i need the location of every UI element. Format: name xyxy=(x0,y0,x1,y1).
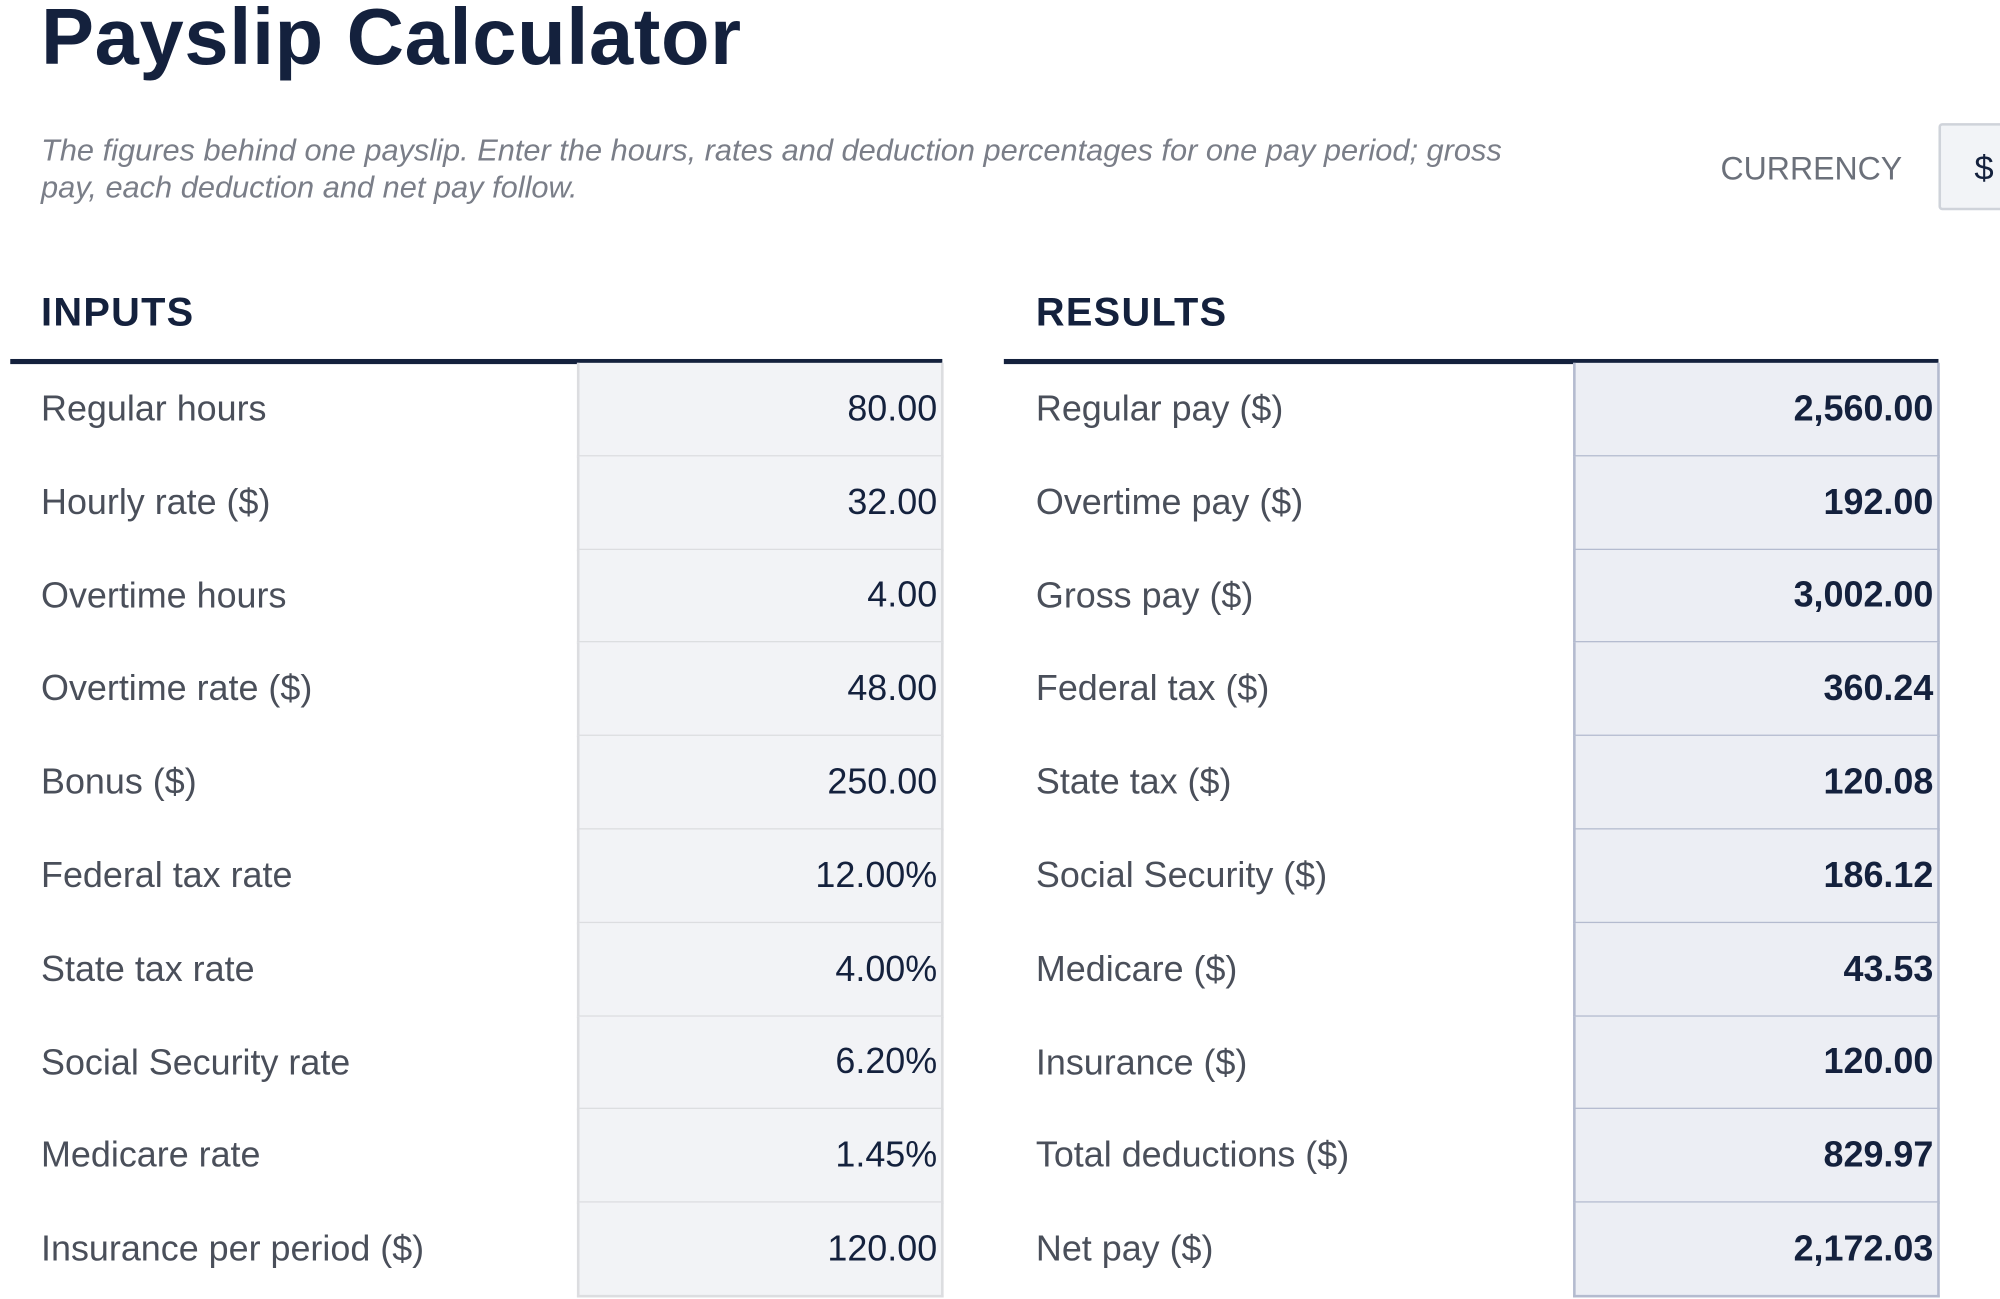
result-value: 186.12 xyxy=(1573,829,1940,925)
result-value: 2,172.03 xyxy=(1573,1202,1940,1298)
input-field[interactable]: 4.00% xyxy=(576,922,944,1018)
input-field[interactable]: 6.20% xyxy=(576,1016,944,1111)
result-value: 2,560.00 xyxy=(1573,362,1940,458)
row-label: State tax ($) xyxy=(1035,761,1232,802)
row-label: Social Security rate xyxy=(41,1041,351,1082)
section-heading: INPUTS xyxy=(41,289,195,335)
row-label: Overtime rate ($) xyxy=(41,668,313,709)
row-label: Regular pay ($) xyxy=(1035,388,1284,429)
input-field[interactable]: 12.00% xyxy=(576,829,944,925)
result-value: 192.00 xyxy=(1573,456,1940,551)
row-label: Overtime hours xyxy=(41,575,287,615)
input-field[interactable]: 80.00 xyxy=(576,362,944,458)
input-field[interactable]: 120.00 xyxy=(576,1202,944,1298)
result-value: 360.24 xyxy=(1573,642,1940,738)
title: Payslip Calculator xyxy=(41,0,742,83)
section-rule xyxy=(10,358,943,365)
currency-input[interactable] xyxy=(1938,123,2000,211)
row-label: Gross pay ($) xyxy=(1035,575,1254,615)
input-field[interactable]: 4.00 xyxy=(576,549,944,645)
subtitle: The figures behind one payslip. Enter th… xyxy=(41,133,1502,206)
row-label: Total deductions ($) xyxy=(1035,1135,1350,1175)
result-value: 120.00 xyxy=(1573,1016,1940,1111)
row-label: Medicare rate xyxy=(41,1135,261,1175)
row-label: Insurance ($) xyxy=(1035,1041,1248,1082)
row-label: Overtime pay ($) xyxy=(1035,481,1304,522)
row-label: State tax rate xyxy=(41,948,255,989)
row-label: Federal tax rate xyxy=(41,855,293,895)
row-label: Federal tax ($) xyxy=(1035,668,1270,709)
row-label: Hourly rate ($) xyxy=(41,481,271,522)
section-heading: RESULTS xyxy=(1035,289,1228,335)
input-field[interactable]: 250.00 xyxy=(576,736,944,831)
row-label: Social Security ($) xyxy=(1035,855,1328,895)
input-field[interactable]: 1.45% xyxy=(576,1109,944,1205)
result-value: 43.53 xyxy=(1573,922,1940,1018)
currency-label: CURRENCY xyxy=(1720,151,1903,188)
row-label: Bonus ($) xyxy=(41,761,197,802)
row-label: Regular hours xyxy=(41,388,267,429)
input-field[interactable]: 32.00 xyxy=(576,456,944,551)
input-field[interactable]: 48.00 xyxy=(576,642,944,738)
result-value: 120.08 xyxy=(1573,736,1940,831)
row-label: Medicare ($) xyxy=(1035,948,1238,989)
section-rule xyxy=(1003,358,1939,365)
row-label: Net pay ($) xyxy=(1035,1228,1214,1269)
row-label: Insurance per period ($) xyxy=(41,1228,425,1269)
currency-value[interactable]: $ xyxy=(1974,148,1994,188)
result-value: 3,002.00 xyxy=(1573,549,1940,645)
result-value: 829.97 xyxy=(1573,1109,1940,1205)
